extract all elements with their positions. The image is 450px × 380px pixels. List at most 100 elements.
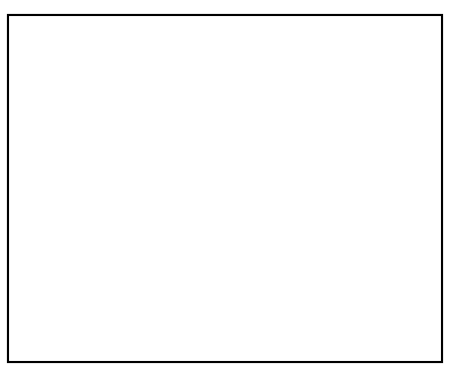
Bar: [128, 193, 158, 206]
Bar: [173, 102, 203, 115]
Bar: [143, 76, 173, 89]
Bar: [23, 284, 53, 297]
Bar: [98, 37, 128, 50]
Polygon shape: [35, 281, 150, 295]
Bar: [188, 63, 218, 76]
Bar: [0, 323, 8, 336]
Bar: [0, 336, 23, 349]
Bar: [143, 258, 173, 271]
Bar: [323, 102, 353, 115]
Bar: [278, 245, 308, 258]
Bar: [23, 76, 53, 89]
Bar: [8, 219, 38, 232]
Bar: [143, 232, 173, 245]
Bar: [23, 0, 53, 11]
Bar: [0, 297, 8, 310]
Bar: [188, 245, 218, 258]
Bar: [323, 24, 353, 37]
Bar: [173, 180, 203, 193]
Bar: [158, 37, 188, 50]
Bar: [23, 336, 53, 349]
Bar: [98, 349, 128, 362]
Bar: [158, 271, 188, 284]
Bar: [308, 63, 338, 76]
Bar: [278, 193, 308, 206]
Bar: [338, 63, 368, 76]
Text: KKD: KKD: [12, 20, 41, 33]
Bar: [143, 336, 173, 349]
Bar: [113, 258, 143, 271]
Bar: [383, 284, 413, 297]
Bar: [53, 336, 83, 349]
Bar: [8, 63, 38, 76]
Text: 4 m: 4 m: [254, 253, 281, 267]
Bar: [368, 141, 398, 154]
Bar: [83, 258, 113, 271]
Bar: [98, 63, 128, 76]
Bar: [188, 323, 218, 336]
Bar: [83, 24, 113, 37]
Bar: [158, 141, 188, 154]
Bar: [188, 271, 218, 284]
Bar: [218, 141, 248, 154]
Bar: [158, 219, 188, 232]
Bar: [188, 11, 218, 24]
Bar: [203, 76, 233, 89]
Bar: [308, 115, 338, 128]
Bar: [23, 50, 53, 63]
Bar: [308, 349, 338, 362]
Bar: [113, 310, 143, 323]
Bar: [53, 76, 83, 89]
Bar: [0, 89, 8, 102]
Bar: [353, 258, 383, 271]
Bar: [8, 89, 38, 102]
Bar: [188, 349, 218, 362]
Bar: [38, 11, 68, 24]
Bar: [158, 349, 188, 362]
Bar: [8, 271, 38, 284]
Bar: [188, 323, 218, 336]
Bar: [278, 11, 308, 24]
Text: ?: ?: [12, 323, 16, 332]
Bar: [0, 245, 8, 258]
Text: İncelenen kısım: İncelenen kısım: [203, 123, 290, 133]
Bar: [443, 0, 450, 11]
Bar: [338, 323, 368, 336]
Bar: [158, 141, 188, 154]
Bar: [53, 206, 83, 219]
Bar: [233, 24, 263, 37]
Bar: [38, 193, 68, 206]
Bar: [68, 141, 98, 154]
Bar: [0, 76, 23, 89]
Text: 15 m: 15 m: [121, 255, 156, 269]
Bar: [98, 89, 128, 102]
Bar: [68, 219, 98, 232]
Bar: [68, 245, 98, 258]
Bar: [158, 115, 188, 128]
Bar: [113, 102, 143, 115]
Bar: [353, 284, 383, 297]
Bar: [263, 24, 293, 37]
Bar: [353, 24, 383, 37]
Bar: [98, 323, 128, 336]
Bar: [98, 245, 128, 258]
Bar: [188, 219, 218, 232]
Bar: [98, 115, 128, 128]
Bar: [158, 63, 188, 76]
Bar: [248, 167, 278, 180]
Bar: [413, 76, 443, 89]
Bar: [278, 323, 308, 336]
Bar: [443, 232, 450, 245]
Bar: [383, 310, 413, 323]
Bar: [98, 167, 128, 180]
Bar: [368, 245, 398, 258]
Bar: [278, 63, 308, 76]
Bar: [203, 284, 233, 297]
Bar: [413, 24, 443, 37]
Bar: [338, 115, 368, 128]
Bar: [8, 349, 38, 362]
Bar: [383, 102, 413, 115]
Bar: [38, 245, 68, 258]
Bar: [68, 63, 98, 76]
Bar: [98, 37, 128, 50]
